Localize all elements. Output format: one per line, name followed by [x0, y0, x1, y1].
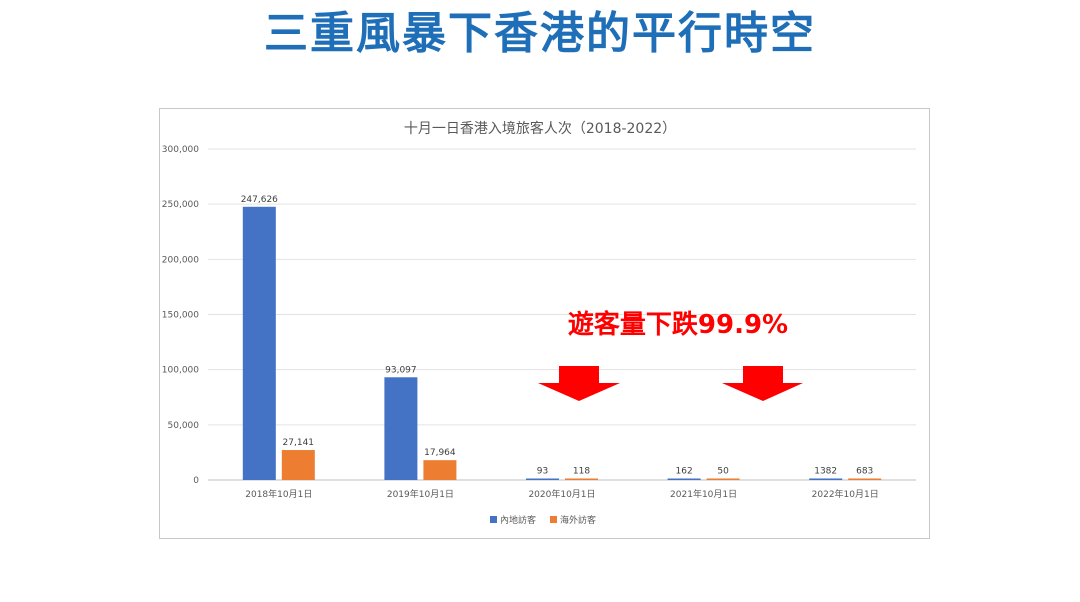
x-tick-label: 2019年10月1日: [387, 488, 454, 500]
down-arrow-icon: [538, 366, 620, 401]
legend: 內地訪客 海外訪客: [490, 514, 596, 526]
legend-swatch: [550, 516, 557, 523]
y-tick-label: 300,000: [162, 145, 199, 155]
x-tick-label: 2020年10月1日: [528, 488, 595, 500]
bars: [242, 206, 882, 480]
bar: [281, 450, 315, 480]
x-tick-label: 2018年10月1日: [245, 488, 312, 500]
legend-label: 內地訪客: [500, 514, 536, 526]
data-label: 17,964: [424, 448, 456, 458]
bar: [423, 460, 457, 480]
y-tick-label: 250,000: [162, 200, 199, 210]
y-tick-label: 50,000: [168, 421, 200, 431]
data-labels: 247,626 27,141 93,097 17,964 93 118 162 50 1382 6…: [241, 195, 874, 477]
y-axis: 0 50,000 100,000 150,000 200,000 250,000 300,0…: [162, 145, 199, 486]
x-tick-label: 2022年10月1日: [812, 488, 879, 500]
chart-title: 十月一日香港入境旅客人次（2018-2022）: [404, 120, 676, 137]
bar: [526, 478, 559, 480]
x-tick-label: 2021年10月1日: [670, 488, 737, 500]
data-label: 93: [537, 467, 548, 477]
data-label: 93,097: [385, 365, 417, 375]
x-axis: 2018年10月1日 2019年10月1日 2020年10月1日 2021年10月1日…: [245, 488, 878, 500]
bar: [565, 478, 598, 480]
data-label: 683: [856, 467, 873, 477]
data-label: 118: [573, 467, 590, 477]
y-tick-label: 0: [193, 476, 199, 486]
data-label: 27,141: [283, 438, 315, 448]
y-tick-label: 100,000: [162, 366, 199, 376]
down-arrow-icon: [722, 366, 803, 401]
bar: [809, 478, 843, 480]
data-label: 162: [676, 467, 693, 477]
y-tick-label: 200,000: [162, 255, 199, 265]
data-label: 247,626: [241, 195, 278, 205]
data-label: 1382: [814, 466, 837, 476]
bar: [384, 377, 418, 480]
legend-label: 海外訪客: [560, 514, 596, 526]
drop-annotation-text: 遊客量下跌99.9%: [568, 309, 788, 340]
y-tick-label: 150,000: [162, 311, 199, 321]
data-label: 50: [717, 467, 729, 477]
legend-swatch: [490, 516, 497, 523]
bar: [706, 478, 740, 480]
slide-title: 三重風暴下香港的平行時空: [264, 8, 816, 59]
bar: [848, 478, 882, 480]
bar: [667, 478, 701, 480]
bar: [242, 206, 276, 480]
